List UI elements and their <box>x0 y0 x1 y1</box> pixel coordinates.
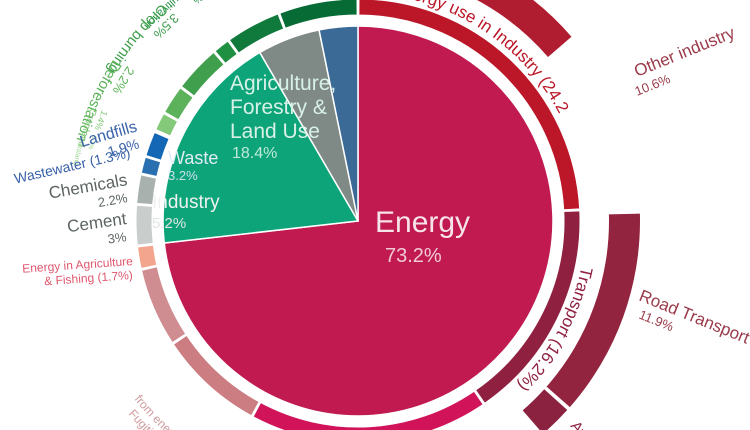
pie-slice-agriculture-forestry-land-use[interactable] <box>162 51 360 244</box>
label-industry-pct: 5.2% <box>152 215 186 232</box>
mid-ring-segment-transport[interactable] <box>474 210 581 404</box>
label-agriculture-line3: Land Use <box>230 120 320 143</box>
outer-ring-segment-other-industry[interactable] <box>406 0 572 57</box>
label-energy-pct: 73.2% <box>385 245 442 267</box>
mid-ring-segment-rice-cultivation[interactable] <box>214 40 238 65</box>
mid-ring-group <box>135 0 581 430</box>
mid-ring-segment-cropland[interactable] <box>155 112 179 137</box>
mid-ring-segment-landfills[interactable] <box>145 131 170 161</box>
label-energy-agri-fishing-line2: & Fishing (1.7%) <box>44 268 133 288</box>
mid-ring-segment-deforestation[interactable] <box>163 87 194 121</box>
mid-ring-segment-grassland[interactable] <box>154 130 171 139</box>
mid-ring-segment-wastewater[interactable] <box>140 156 162 178</box>
inner-pie-labels: Energy 73.2% Agriculture,Forestry &Land Us… <box>152 72 470 267</box>
label-agriculture-line2: Forestry & <box>230 96 327 119</box>
label-agricultural-soils: Agricultural soils <box>176 0 251 1</box>
label-cement-pct: 3% <box>107 229 128 247</box>
mid-ring-segment-livestock-manure[interactable] <box>279 0 358 29</box>
mid-ring-segment-chemicals[interactable] <box>136 174 158 206</box>
mid-ring-segment-agricultural-soils[interactable] <box>228 13 285 54</box>
label-chemicals-pct: 2.2% <box>97 190 129 210</box>
pie-slice-waste[interactable] <box>318 25 359 222</box>
label-industry: Industry <box>152 192 220 213</box>
label-waste: Waste <box>168 148 218 168</box>
label-waste-pct: 3.2% <box>168 168 198 183</box>
label-rice-cultivation-pct: 1.3% <box>191 0 216 5</box>
outer-ring-group <box>406 0 641 430</box>
label-energy: Energy <box>375 206 470 239</box>
mid-ring-segment-energy-use-in-industry[interactable] <box>358 0 581 211</box>
label-agriculture-line1: Agriculture, <box>230 72 336 95</box>
mid-ring-segment-crop-burning[interactable] <box>180 51 225 97</box>
outer-ring-segment-road-transport[interactable] <box>546 213 641 408</box>
outer-ring-segment-aviation[interactable] <box>522 389 568 430</box>
label-other-industry: Other industry <box>631 23 738 81</box>
mid-ring-segment-energy-in-agriculture-fishing[interactable] <box>136 244 158 270</box>
label-agriculture-pct: 18.4% <box>232 145 277 162</box>
mid-ring-segment-energy-use-in-buildings[interactable] <box>252 390 484 430</box>
mid-ring-segment-unallocated-fuel-combustion[interactable] <box>172 334 260 417</box>
label-aviation: Aviation <box>567 418 613 430</box>
mid-ring-segment-cement[interactable] <box>135 204 154 246</box>
mid-ring-segment-fugitive-emissions-from-energy-production[interactable] <box>140 266 187 344</box>
label-grassland-pct: 0.1% <box>86 134 97 150</box>
inner-pie-group <box>162 25 554 417</box>
